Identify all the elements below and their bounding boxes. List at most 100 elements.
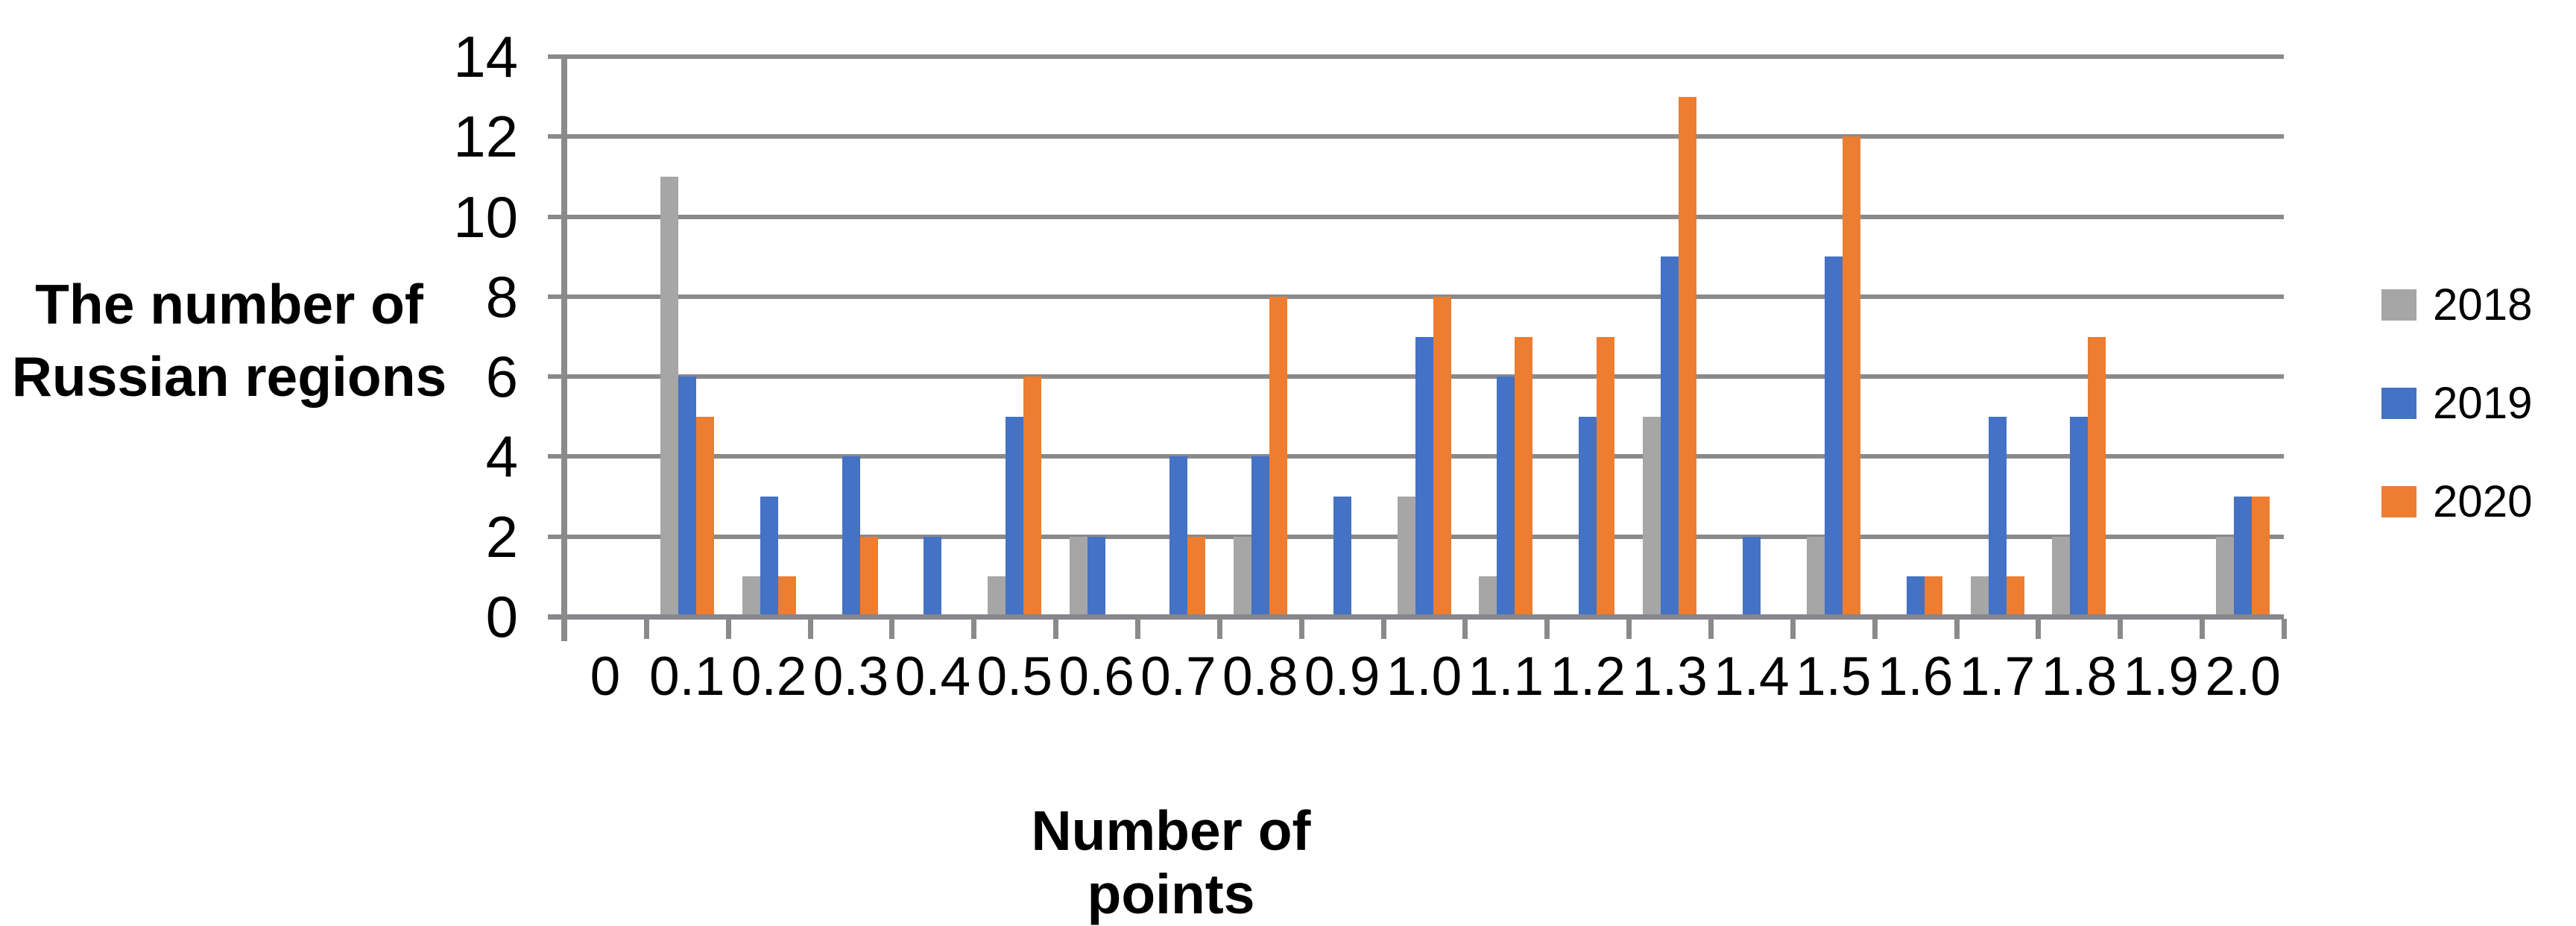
bar-2018-0.2 (742, 576, 760, 617)
legend-entry-2019: 2019 (2381, 378, 2533, 428)
x-axis-tick (1790, 619, 1796, 639)
bar-2018-0.5 (988, 576, 1006, 617)
x-tick-label: 0 (590, 646, 621, 707)
bar-2019-1.8 (2070, 416, 2089, 617)
x-tick-label: 1.4 (1714, 646, 1790, 707)
gridline (548, 294, 2284, 299)
x-axis-tick (1626, 619, 1632, 639)
bar-2020-0.3 (859, 536, 878, 617)
bar-2020-1.5 (1842, 136, 1860, 617)
bar-2018-0.8 (1233, 536, 1251, 617)
x-tick-label: 0.5 (976, 646, 1052, 707)
legend-entry-2020: 2020 (2381, 476, 2533, 526)
bar-2019-0.6 (1087, 536, 1106, 617)
y-tick-label: 12 (453, 104, 518, 170)
x-axis-tick (1462, 619, 1468, 639)
y-tick-label: 14 (453, 24, 518, 89)
column-chart: The number of Russian regions 0 2 4 6 8 10 12 1… (11, 24, 2533, 925)
y-axis-line (561, 54, 567, 641)
x-tick-label: 0.1 (649, 646, 725, 707)
bar-2019-0.7 (1169, 456, 1187, 617)
legend-entry-2018: 2018 (2381, 280, 2533, 330)
bar-2019-1.3 (1661, 256, 1679, 617)
x-tick-label: 0.9 (1304, 646, 1380, 707)
bar-2020-0.5 (1023, 377, 1042, 617)
bar-2020-1.7 (2006, 576, 2024, 617)
y-axis-title: The number of Russian regions (11, 268, 447, 413)
x-tick-label: 0.4 (894, 646, 971, 707)
bar-2019-1.5 (1824, 256, 1843, 617)
bar-2019-0.8 (1251, 456, 1269, 617)
x-tick-label: 1.3 (1632, 646, 1708, 707)
x-axis-tick (1380, 619, 1386, 639)
legend-label-2020: 2020 (2433, 476, 2533, 526)
legend-label-2019: 2019 (2433, 378, 2533, 428)
gridline (548, 54, 2284, 59)
gridline (548, 134, 2284, 139)
gridline (548, 214, 2284, 219)
x-axis-tick (1053, 619, 1059, 639)
bar-2018-1.5 (1806, 536, 1825, 617)
x-axis-tick (725, 619, 731, 639)
x-axis-tick (971, 619, 977, 639)
x-axis-tick (1872, 619, 1878, 639)
bar-2019-0.5 (1006, 416, 1024, 617)
x-axis-line (548, 614, 2284, 620)
bar-2020-0.8 (1269, 296, 1287, 617)
x-tick-label: 1.8 (2041, 646, 2118, 707)
x-tick-label: 1.7 (1959, 646, 2036, 707)
x-axis-tick (2200, 619, 2206, 639)
bar-2020-0.1 (695, 416, 714, 617)
x-axis-tick (1216, 619, 1222, 639)
y-axis-title-line1: The number of (35, 273, 423, 336)
bar-2019-1.7 (1988, 416, 2007, 617)
x-axis-tick (2118, 619, 2124, 639)
bar-2019-1.1 (1497, 377, 1515, 617)
bar-2020-1.6 (1924, 576, 1942, 617)
x-axis-tick (643, 619, 649, 639)
x-tick-label: 1.6 (1877, 646, 1954, 707)
bar-2018-2.0 (2216, 536, 2235, 617)
x-tick-label: 1.1 (1468, 646, 1544, 707)
bar-2020-0.2 (777, 576, 796, 617)
x-axis-tick (1954, 619, 1960, 639)
y-tick-label: 6 (485, 344, 518, 410)
bar-2020-1.2 (1597, 336, 1615, 617)
bar-2019-0.1 (678, 377, 696, 617)
y-tick-label: 0 (485, 584, 518, 649)
plot-area: 0 2 4 6 8 10 12 14 0 0.1 0.2 0.3 0.4 0.5 0.6 0.7 0.8 0.9 1… (453, 24, 2287, 707)
y-tick-label: 8 (485, 263, 518, 330)
bar-2019-1.6 (1906, 576, 1925, 617)
bar-2019-1.2 (1579, 416, 1597, 617)
bar-2019-0.2 (760, 497, 778, 617)
bar-2020-1.1 (1515, 336, 1533, 617)
x-tick-label: 0.7 (1140, 646, 1216, 707)
bar-2019-1.4 (1743, 536, 1761, 617)
y-tick-label: 10 (453, 183, 518, 250)
bar-2020-1.8 (2088, 336, 2106, 617)
x-axis-tick (2282, 619, 2287, 639)
legend-swatch-2018 (2381, 289, 2416, 321)
bar-2020-1.3 (1679, 96, 1697, 617)
legend-swatch-2020 (2381, 486, 2416, 517)
x-tick-label: 0.2 (730, 646, 807, 707)
bar-2018-1.0 (1397, 497, 1415, 617)
bar-2018-0.1 (660, 176, 678, 617)
bar-2019-0.4 (924, 536, 942, 617)
bar-2019-2.0 (2234, 497, 2253, 617)
x-axis-tick (889, 619, 895, 639)
bar-2019-0.9 (1333, 497, 1351, 617)
x-tick-label: 2.0 (2205, 646, 2281, 707)
bar-2020-1.0 (1433, 296, 1451, 617)
x-axis-tick (807, 619, 813, 639)
x-axis-tick (562, 619, 567, 639)
x-tick-label: 0.6 (1058, 646, 1134, 707)
legend-swatch-2019 (2381, 388, 2416, 419)
x-tick-label: 0.8 (1222, 646, 1298, 707)
x-axis-tick (1708, 619, 1714, 639)
x-tick-label: 1.5 (1796, 646, 1872, 707)
legend-label-2018: 2018 (2433, 280, 2533, 330)
x-axis-tick (1544, 619, 1550, 639)
x-tick-label: 0.3 (812, 646, 889, 707)
y-axis-title-line2: Russian regions (11, 345, 447, 408)
